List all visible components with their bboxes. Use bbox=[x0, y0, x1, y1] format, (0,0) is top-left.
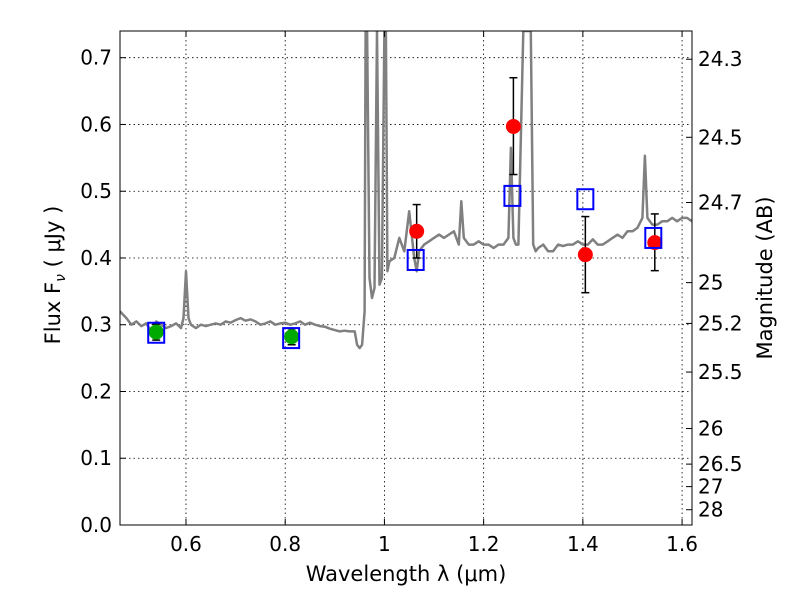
y-axis-label: Flux Fν ( μJy ) bbox=[41, 206, 69, 345]
y-tick-label: 0.0 bbox=[80, 513, 112, 537]
x-tick-label: 0.6 bbox=[170, 532, 202, 556]
data-point bbox=[284, 329, 300, 345]
magnitude-tick-label: 24.7 bbox=[698, 190, 743, 214]
magnitude-tick-label: 25 bbox=[698, 271, 723, 295]
magnitude-tick-label: 28 bbox=[698, 498, 723, 522]
axis-ticks: 0.6 0.8 1 1.2 1.4 1.6 0.0 0.1 0.2 0.3 0.4 0.5 0.6 0.7… bbox=[80, 31, 743, 556]
data-point bbox=[505, 118, 521, 134]
x-axis-label: Wavelength λ (μm) bbox=[306, 562, 507, 586]
data-point bbox=[409, 223, 425, 239]
magnitude-tick-label: 26.5 bbox=[698, 452, 743, 476]
model-point-square bbox=[406, 248, 425, 271]
y-tick-label: 0.2 bbox=[80, 379, 112, 403]
y-tick-label: 0.3 bbox=[80, 313, 112, 337]
magnitude-tick-label: 24.3 bbox=[698, 47, 743, 71]
x-tick-label: 1 bbox=[378, 532, 391, 556]
magnitude-tick-label: 25.2 bbox=[698, 311, 743, 335]
y-tick-label: 0.1 bbox=[80, 446, 112, 470]
x-tick-label: 0.8 bbox=[269, 532, 301, 556]
y-tick-label: 0.4 bbox=[80, 246, 112, 270]
plot-marks bbox=[120, 31, 692, 350]
spectrum-line bbox=[120, 31, 692, 350]
plot-frame bbox=[119, 30, 693, 526]
x-tick-label: 1.4 bbox=[567, 532, 599, 556]
y-tick-label: 0.5 bbox=[80, 179, 112, 203]
plot-area bbox=[120, 31, 692, 350]
model-point-square bbox=[503, 184, 522, 207]
grid-lines bbox=[120, 31, 692, 526]
magnitude-tick-label: 24.5 bbox=[698, 125, 743, 149]
model-point-square bbox=[576, 188, 595, 211]
y-tick-label: 0.7 bbox=[80, 46, 112, 70]
magnitude-tick-label: 26 bbox=[698, 417, 723, 441]
model-point-square bbox=[644, 226, 663, 249]
y-tick-label: 0.6 bbox=[80, 112, 112, 136]
model-point-square bbox=[282, 327, 301, 350]
data-point bbox=[148, 324, 164, 340]
magnitude-tick-label: 25.5 bbox=[698, 360, 743, 384]
data-point bbox=[577, 247, 593, 263]
x-tick-label: 1.2 bbox=[468, 532, 500, 556]
y-axis-right-label: Magnitude (AB) bbox=[753, 196, 777, 359]
magnitude-tick-label: 27 bbox=[698, 475, 723, 499]
data-point bbox=[647, 235, 663, 251]
x-tick-label: 1.6 bbox=[666, 532, 698, 556]
model-point-square bbox=[147, 321, 166, 344]
